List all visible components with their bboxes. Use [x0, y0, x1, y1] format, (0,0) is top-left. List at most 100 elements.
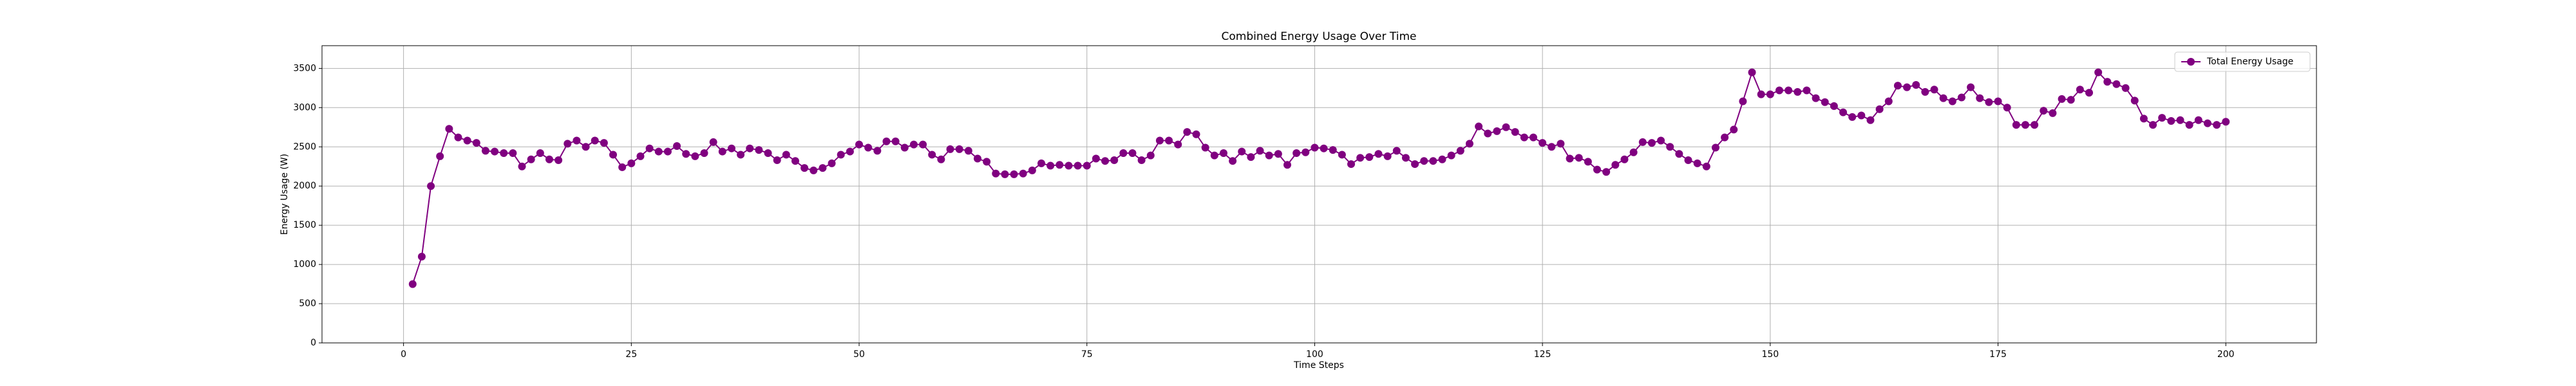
data-point [1638, 138, 1647, 146]
data-point [2049, 109, 2057, 117]
data-point [1775, 86, 1783, 95]
data-point [737, 151, 745, 159]
data-point [1365, 153, 1374, 161]
data-point [1539, 139, 1547, 147]
data-point [436, 152, 444, 160]
data-point [1092, 154, 1100, 163]
data-point [1967, 83, 1975, 91]
data-point [773, 156, 781, 164]
data-point [1356, 154, 1365, 162]
data-point [417, 252, 426, 261]
data-point [2094, 68, 2103, 77]
data-point [946, 145, 954, 153]
y-tick-label: 2000 [293, 181, 316, 191]
data-point [1338, 151, 1346, 159]
data-point [973, 154, 981, 163]
data-point [782, 151, 790, 159]
data-point [600, 139, 608, 147]
data-point [2158, 114, 2166, 122]
data-point [873, 147, 882, 155]
data-point [1721, 133, 1729, 142]
data-point [1593, 165, 1602, 174]
data-point [2085, 89, 2094, 97]
data-point [1128, 149, 1137, 158]
data-point [1957, 93, 1965, 102]
data-point [2149, 121, 2157, 129]
data-point [1165, 136, 1173, 145]
data-point [1702, 162, 1710, 170]
data-point [1074, 161, 1082, 170]
data-point [527, 155, 535, 163]
data-point [2021, 121, 2029, 129]
y-tick-label: 1000 [293, 259, 316, 270]
plot-frame [321, 45, 2317, 344]
data-point [1866, 116, 1875, 124]
data-point [1502, 123, 1510, 131]
data-point [1447, 151, 1455, 160]
data-point [1019, 169, 1027, 178]
data-point [1620, 155, 1629, 163]
x-tick-label: 150 [1761, 349, 1779, 360]
data-point [1101, 157, 1110, 165]
data-point [1785, 86, 1793, 95]
data-point [1893, 82, 1902, 90]
data-point [1183, 128, 1191, 136]
data-point [1511, 128, 1519, 136]
x-tick-label: 25 [625, 349, 637, 360]
data-point [1875, 105, 1884, 113]
data-point [1748, 68, 1756, 77]
data-point [2130, 96, 2139, 105]
data-point [1976, 94, 1984, 102]
data-point [1912, 80, 1920, 89]
data-point [1566, 154, 1574, 163]
data-point [609, 151, 618, 159]
data-point [955, 145, 963, 153]
data-point [2040, 107, 2048, 115]
data-point [1921, 87, 1929, 96]
data-point [2076, 86, 2084, 94]
data-point [1475, 122, 1483, 131]
data-point [582, 143, 590, 151]
data-point [2103, 78, 2112, 86]
y-tick-label: 3500 [293, 63, 316, 73]
data-point [2176, 116, 2184, 124]
data-point [1110, 156, 1119, 164]
data-point [1137, 156, 1146, 164]
data-point [1083, 161, 1091, 170]
data-point [427, 182, 435, 190]
data-point [2203, 119, 2211, 127]
data-point [454, 133, 462, 142]
data-point [709, 138, 717, 146]
data-point [1584, 158, 1592, 166]
data-point [909, 140, 918, 149]
data-point [564, 140, 572, 148]
data-point [545, 155, 553, 163]
data-point [700, 149, 708, 158]
legend-marker [2187, 58, 2195, 66]
data-point [2139, 115, 2148, 123]
data-point [1219, 149, 1227, 158]
data-point [1146, 151, 1155, 160]
data-point [509, 149, 517, 158]
data-point [1803, 86, 1811, 95]
x-tick-label: 100 [1306, 349, 1323, 360]
data-point [1429, 157, 1437, 165]
y-tick-label: 1500 [293, 220, 316, 230]
data-point [618, 163, 627, 171]
x-tick-label: 200 [2217, 349, 2235, 360]
x-tick-label: 125 [1534, 349, 1551, 360]
data-point [1374, 150, 1383, 158]
data-point [691, 152, 699, 160]
data-point [1320, 144, 1328, 152]
data-point [1329, 146, 1337, 154]
data-point [964, 147, 972, 155]
data-point [891, 137, 900, 145]
data-point [500, 149, 508, 158]
data-point [855, 140, 864, 149]
data-point [1484, 129, 1492, 138]
data-point [573, 136, 581, 145]
data-point [682, 150, 690, 158]
data-point [445, 125, 453, 133]
data-point [1392, 147, 1401, 155]
